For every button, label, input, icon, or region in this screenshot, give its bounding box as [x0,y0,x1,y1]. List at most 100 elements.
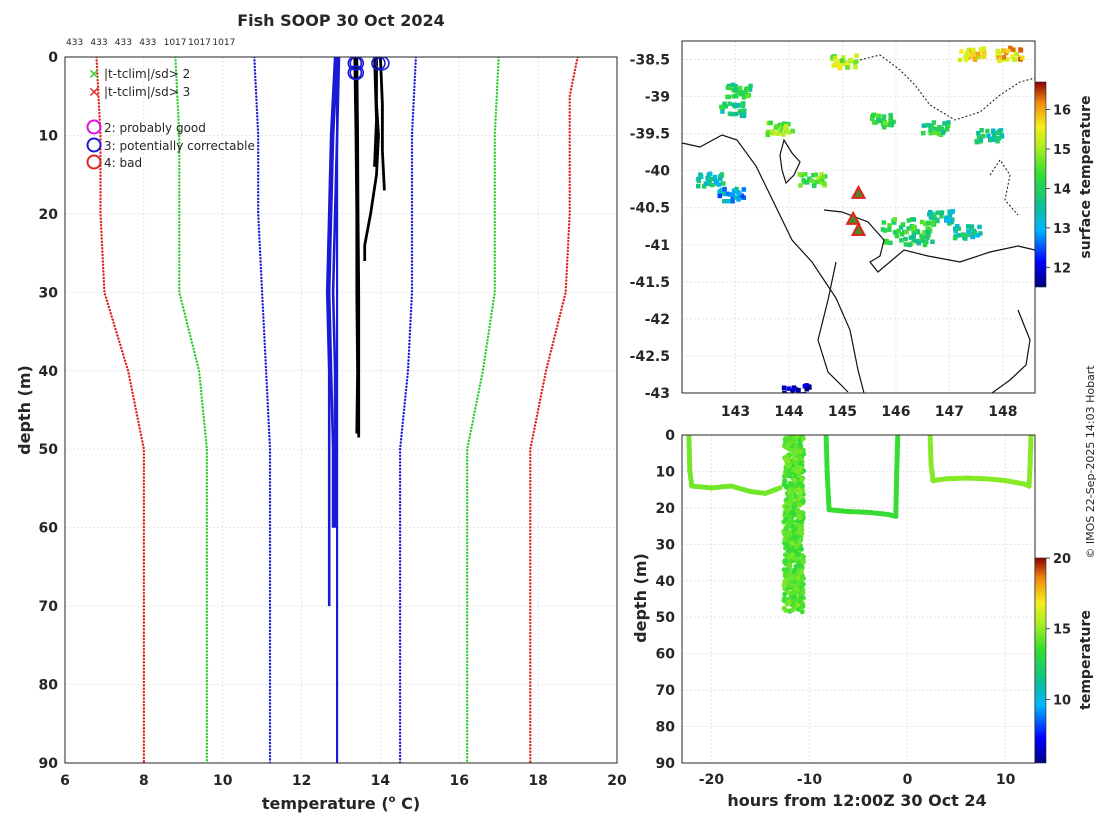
clim-3sd-right [529,57,579,763]
map-ytick-label: -40 [645,164,671,180]
sst-cell [975,233,981,238]
tow-2-point [794,563,800,569]
sst-cell [944,127,950,132]
profile-id-row: 433 433 433 433 1017 1017 1017 [66,38,235,48]
sst-cell [900,222,906,227]
ship-marker-2 [850,221,867,236]
sst-cell [816,176,821,181]
clim-1sd-left [253,57,272,763]
sst-cell [696,176,701,182]
legend-o-red: 4: bad [104,156,142,170]
time-ytick-label: 60 [656,647,676,663]
tow-2-point [797,502,803,508]
tow-2-point [782,482,788,488]
tow-2-point [798,523,804,530]
sst-cell [719,187,724,193]
time-ytick-label: 30 [656,537,676,553]
time-colorbar-label: temperature [1078,610,1094,710]
sst-cell [906,218,912,223]
clim-3sd-left [95,57,146,763]
sst-cell [892,220,897,225]
sst-cell [731,188,737,193]
tow-2-point [791,437,798,443]
map-xtick-label: 147 [935,404,964,420]
sst-cell [992,132,997,138]
sst-cell [1020,55,1025,61]
sst-cell [742,108,747,113]
tow-2-point [799,575,805,582]
tow-3-point [895,435,901,438]
sst-cell [835,59,841,64]
coastline-tasmania [817,261,1031,393]
tow-2-point [797,487,803,493]
sst-cell [919,219,925,225]
ship-positions [845,184,867,236]
sst-cell [731,103,737,108]
sst-cell [884,238,889,244]
flag-profile-1 [327,57,339,528]
sst-cell [956,226,962,231]
x-red-marker: ✕ [88,85,100,101]
sst-cell [969,224,975,229]
map-ytick-label: -42 [645,312,670,328]
time-ytick-label: 70 [656,683,676,699]
sst-cell [804,180,810,185]
tow-2-point [782,552,789,558]
sst-cell [737,110,742,115]
sst-cell [889,121,894,126]
main-profile-lines [95,57,579,763]
sst-cell [886,122,891,127]
sst-cell [819,172,824,177]
sst-cell [1005,57,1010,62]
sst-cell [795,391,801,393]
tow-2-point [792,579,798,585]
flag-profile-2 [325,57,337,607]
time-xlabel: hours from 12:00Z 30 Oct 24 [727,791,986,810]
sst-cell [921,123,927,128]
obs-profile-5 [373,57,378,167]
sst-cell [792,387,797,392]
map-ytick-label: -41.5 [630,275,670,291]
map-cbar-tick-label: 15 [1053,143,1071,158]
sst-cell [937,125,942,130]
sst-cell [907,242,912,248]
sst-cell [985,128,990,134]
map-ytick-label: -39.5 [630,127,670,143]
sst-cell [911,233,916,238]
sst-cell [696,184,701,189]
sst-cell [713,179,719,184]
sst-cell [976,130,981,136]
tow-2-point [799,580,805,587]
sst-cell [921,235,927,240]
tow-2-point [800,603,806,609]
sst-cell [720,109,725,114]
sst-cell [698,174,704,179]
sst-cell [796,387,801,393]
main-ytick-label: 10 [39,128,59,144]
sst-cell [930,239,935,244]
map-xtick-label: 143 [721,404,750,420]
sst-cell [790,128,795,134]
sst-cell [971,52,976,57]
tow-2-point [793,443,799,449]
time-ytick-label: 90 [656,756,676,772]
main-ytick-label: 90 [39,756,59,772]
sst-cell [839,58,845,63]
sst-cell [976,54,981,60]
sst-cell [845,62,850,67]
sst-cell [739,113,745,119]
map-colorbar-ticks: 12 13 14 15 16 [1046,104,1071,276]
sst-cell [814,179,820,185]
sst-cell [953,228,958,234]
sst-cell [781,132,786,137]
sst-cell [788,395,793,400]
sst-cell [963,57,969,62]
sst-cell [872,120,877,125]
tow-2-point [800,590,806,596]
map-cbar-tick-label: 14 [1053,182,1071,197]
flag-marker-4 [371,57,386,71]
sst-cell [743,87,749,92]
sst-cell [911,224,916,230]
sst-cell [737,191,742,196]
time-ytick-label: 10 [656,464,676,480]
